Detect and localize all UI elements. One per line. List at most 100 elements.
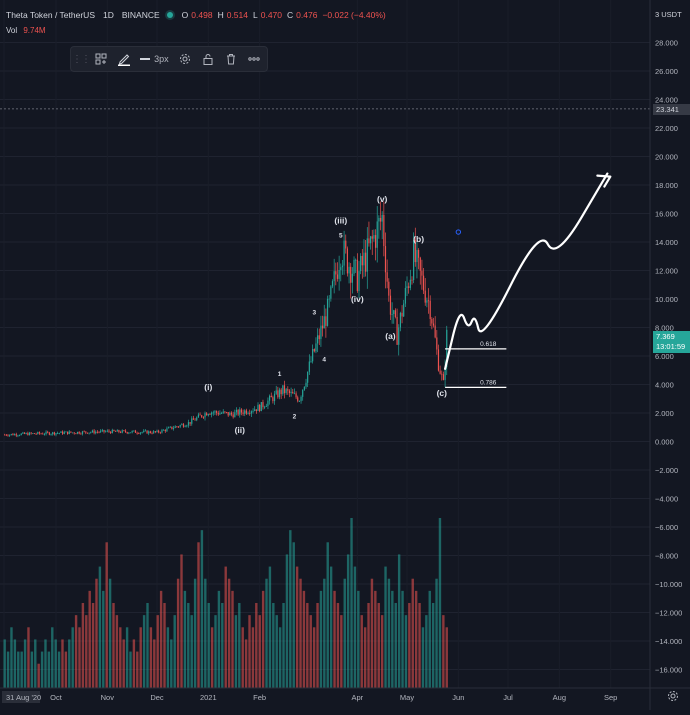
candle-body [353,259,355,274]
line-width-selector[interactable]: 3px [140,51,169,67]
candle-body [222,411,224,414]
volume-bar [312,627,316,688]
volume-bar [30,651,34,688]
time-scale[interactable]: 31 Aug '20 Oct Nov Dec 2021 Feb Apr May Jun Jul Au… [2,691,617,703]
wave-label: (iv) [351,294,364,304]
candle-body [394,310,397,317]
line-width-label: 3px [154,54,169,64]
volume-bar [23,639,27,688]
candle-body [118,430,120,433]
volume-bar [200,530,204,688]
interval-label[interactable]: 1D [103,10,114,20]
volume-bar [37,663,40,688]
candle-body [151,432,153,434]
candle-body [60,431,62,433]
symbol-name[interactable]: Theta Token / TetherUS [6,10,95,20]
volume-bar [435,578,438,688]
volume-bar [323,578,326,688]
volume-bar [159,590,163,688]
candle-body [290,391,292,393]
currency-label[interactable]: 3 USDT [655,10,682,19]
fib-level-label: 0.618 [480,341,497,348]
volume-bar [343,578,346,688]
wave-label: (i) [204,382,212,392]
candle-body [207,414,209,416]
candle-body [436,337,438,350]
candle-body [272,397,274,402]
line-width-preview [140,58,151,60]
volume-bar [210,627,214,688]
bar-countdown: 13:01:59 [656,342,686,351]
volume-bar [153,639,156,688]
candle-body [139,432,142,434]
candle-body [93,430,95,434]
volume-bar [251,627,255,688]
volume-bar [221,603,224,688]
candle-body [55,433,57,435]
volume-bar [285,554,289,688]
chart-settings-icon[interactable] [667,690,679,702]
volume-legend[interactable]: Vol 9.74M [6,26,46,35]
candle-body [146,430,148,434]
candle-body [300,396,302,402]
volume-bar [180,554,183,688]
candle-body [346,248,349,274]
candle-body [111,429,113,434]
lock-icon[interactable] [201,51,215,67]
ohlc-low-value: 0.470 [260,10,283,20]
candle-body [211,412,213,415]
price-tick-label: 0.000 [655,438,674,447]
candle-body [58,432,60,434]
candle-body [305,382,307,387]
volume-bar [95,578,98,688]
volume-bar [438,518,442,688]
user-drawings[interactable]: (i) (ii) 1 2 3 4 5 (iii) (iv) (v) (a) (b) (c) 0.618 0.… [204,172,612,435]
price-tick-label: −10.000 [655,580,682,589]
candle-body [335,271,337,275]
candle-body [366,238,368,272]
symbol-legend[interactable]: Theta Token / TetherUS 1D BINANCE O 0.498… [6,10,388,20]
drawing-toolbar[interactable]: ⋮⋮ 3px [70,46,268,72]
volume-bar [136,651,139,688]
candle-body [239,409,241,415]
trash-icon[interactable] [224,51,238,67]
candle-body [214,411,216,413]
drag-handle-icon[interactable]: ⋮⋮ [72,53,91,65]
candle-body [403,303,405,317]
candle-body [22,432,24,434]
candle-body [374,235,377,248]
volume-bar [278,627,282,688]
volume-bar [78,627,81,688]
settings-icon[interactable] [178,51,192,67]
price-scale[interactable]: 28.000 26.000 24.000 22.000 20.000 18.000 16.0… [655,39,682,675]
candle-body [321,325,324,329]
volume-bar [10,627,13,688]
volume-bar [13,639,17,688]
candle-body [418,249,420,258]
more-icon[interactable] [247,51,261,67]
volume-bar [241,627,244,688]
time-tick-label: 31 Aug '20 [6,693,41,702]
template-icon[interactable] [94,51,108,67]
candle-body [18,435,21,436]
volume-bar [40,651,44,688]
volume-bar [187,603,190,688]
candle-body [212,412,214,414]
pen-icon[interactable] [117,51,131,67]
candle-body [30,432,32,434]
candle-body [328,298,330,300]
candle-body [273,393,276,402]
candle-body [134,430,137,433]
candle-body [202,417,204,418]
volume-bar [384,566,387,688]
volume-bar [3,639,6,688]
candle-body [343,240,345,266]
volume-bar [336,603,340,688]
projection-path [443,172,609,370]
volume-bar [183,590,187,688]
candle-body [65,431,67,433]
price-tick-label: −12.000 [655,609,682,618]
candle-body [20,433,22,436]
